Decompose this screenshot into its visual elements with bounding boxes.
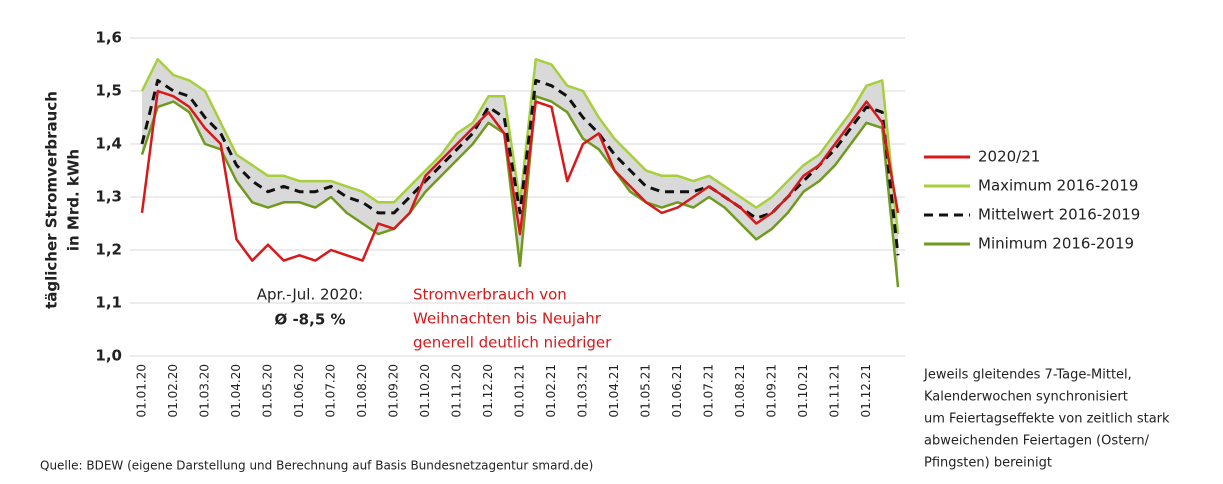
annotation: Weihnachten bis Neujahr [413, 310, 602, 328]
x-tick-label: 01.09.20 [387, 364, 401, 417]
annotation: Apr.-Jul. 2020: [257, 286, 363, 304]
y-tick-label: 1,0 [95, 347, 122, 365]
note: Kalenderwochen synchronisiert [924, 390, 1128, 405]
x-tick-label: 01.05.21 [639, 364, 653, 417]
note: abweichenden Feiertagen (Ostern/ [924, 434, 1150, 449]
y-tick-label: 1,2 [95, 241, 122, 259]
x-tick-label: 01.12.20 [481, 364, 495, 417]
x-tick-label: 01.02.21 [544, 364, 558, 417]
note: um Feiertagseffekte von zeitlich stark [924, 412, 1170, 427]
x-tick-label: 01.10.21 [796, 364, 810, 417]
x-tick-label: 01.08.20 [355, 364, 369, 417]
y-tick-label: 1,5 [95, 82, 122, 100]
range-band [142, 59, 898, 288]
source: Quelle: BDEW (eigene Darstellung und Ber… [40, 459, 593, 473]
annotation: generell deutlich niedriger [413, 334, 612, 352]
line [140, 89, 900, 262]
x-tick-label: 01.07.20 [324, 364, 338, 417]
x-tick-label: 01.07.21 [702, 364, 716, 417]
x-tick-label: 01.03.21 [576, 364, 590, 417]
x-tick-label: 01.03.20 [198, 364, 212, 417]
note: Pfingsten) bereinigt [924, 456, 1052, 471]
x-tick-label: 01.11.20 [450, 364, 464, 417]
x-tick-label: 01.10.20 [418, 364, 432, 417]
x-tick-label: 01.02.20 [166, 364, 180, 417]
x-tick-label: 01.05.20 [261, 364, 275, 417]
legend-label: 2020/21 [978, 148, 1040, 166]
x-tick-label: 01.12.21 [859, 364, 873, 417]
x-tick-label: 01.01.20 [135, 364, 149, 417]
legend-label: Minimum 2016-2019 [978, 235, 1134, 253]
annotation: Ø -8,5 % [274, 311, 345, 329]
y-tick-label: 1,6 [95, 29, 122, 47]
y-tick-label: 1,1 [95, 294, 122, 312]
x-tick-label: 01.06.20 [292, 364, 306, 417]
line [140, 78, 900, 256]
x-tick-label: 01.06.21 [670, 364, 684, 417]
y-axis-label: täglicher Stromverbrauch [43, 91, 61, 309]
y-tick-label: 1,4 [95, 135, 122, 153]
y-tick-label: 1,3 [95, 188, 122, 206]
note: Jeweils gleitendes 7-Tage-Mittel, [923, 368, 1132, 383]
annotation: Stromverbrauch von [413, 286, 567, 304]
legend-label: Mittelwert 2016-2019 [978, 206, 1140, 224]
x-tick-label: 01.09.21 [765, 364, 779, 417]
x-tick-label: 01.08.21 [733, 364, 747, 417]
x-tick-label: 01.01.21 [513, 364, 527, 417]
line [140, 95, 900, 288]
x-tick-label: 01.04.21 [607, 364, 621, 417]
y-axis-label: in Mrd. kWh [65, 149, 83, 251]
x-tick-label: 01.11.21 [828, 364, 842, 417]
legend-label: Maximum 2016-2019 [978, 177, 1138, 195]
x-tick-label: 01.04.20 [229, 364, 243, 417]
